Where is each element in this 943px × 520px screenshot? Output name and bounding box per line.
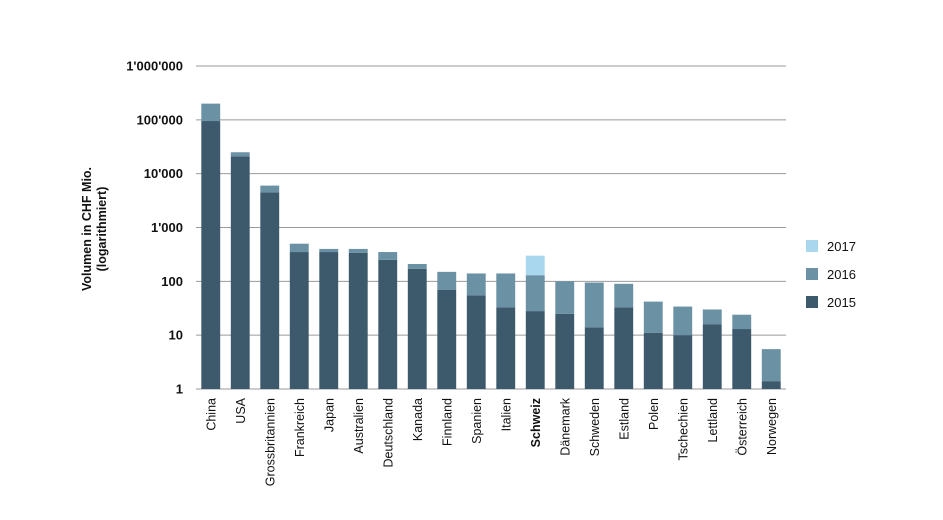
bar-2015 — [732, 329, 752, 389]
y-tick-label: 100'000 — [137, 112, 183, 127]
legend-swatch-2015 — [806, 296, 818, 308]
x-tick-label: USA — [234, 397, 248, 423]
bar-2015 — [201, 121, 221, 390]
bar-2016 — [702, 309, 722, 325]
x-tick-label: Dänemark — [558, 397, 572, 455]
bar-2015 — [614, 307, 634, 389]
x-tick-label: Spanien — [470, 398, 484, 444]
legend: 2017 2016 2015 — [806, 239, 856, 310]
y-axis-label-line-1: Volumen in CHF Mio. — [80, 167, 94, 291]
bar-2015 — [702, 324, 722, 389]
x-tick-label: Frankreich — [293, 398, 307, 457]
bar-2015 — [584, 327, 604, 389]
bar-2015 — [289, 252, 309, 389]
y-tick-label: 1'000 — [151, 220, 183, 235]
bar-2016 — [201, 103, 221, 122]
x-tick-label: China — [204, 398, 218, 431]
bar-2015 — [230, 156, 250, 389]
bar-2016 — [673, 306, 693, 336]
x-tick-label: Polen — [647, 398, 661, 430]
x-tick-label: Tschechien — [676, 398, 690, 461]
bar-2015 — [260, 192, 280, 389]
bar-2016 — [496, 273, 516, 308]
bar-2016 — [761, 349, 781, 382]
bar-2016 — [289, 243, 309, 253]
bar-2016 — [378, 252, 398, 260]
x-tick-label: Lettland — [706, 398, 720, 443]
y-axis-label: Volumen in CHF Mio. (logarithmiert) — [80, 167, 109, 291]
x-tick-label: Österreich — [735, 398, 749, 456]
bar-2015 — [555, 313, 575, 389]
bar-2016 — [230, 152, 250, 157]
x-tick-label: Finnland — [440, 398, 454, 446]
bar-2016 — [466, 273, 486, 296]
bar-2015 — [643, 332, 663, 389]
bar-2015 — [437, 289, 457, 389]
bar-2015 — [525, 311, 545, 389]
bars — [201, 103, 781, 390]
x-tick-label: Norwegen — [765, 398, 779, 455]
legend-swatch-2016 — [806, 268, 818, 280]
bar-2016 — [319, 248, 339, 253]
bar-2016 — [525, 275, 545, 312]
x-tick-label: Schweden — [588, 398, 602, 456]
bar-2015 — [761, 381, 781, 389]
bar-2017 — [525, 255, 545, 276]
bar-2016 — [437, 271, 457, 290]
bar-2015 — [319, 252, 339, 389]
bar-2016 — [348, 248, 368, 253]
y-tick-label: 1 — [176, 382, 183, 397]
x-tick-label: Estland — [617, 398, 631, 440]
bar-2015 — [407, 268, 427, 389]
legend-label: 2016 — [827, 267, 856, 282]
legend-label: 2015 — [827, 295, 856, 310]
bar-2016 — [555, 281, 575, 314]
bar-2015 — [496, 307, 516, 389]
y-axis-label-line-2: (logarithmiert) — [95, 187, 109, 272]
gridlines — [196, 65, 786, 390]
bar-2015 — [673, 335, 693, 389]
x-tick-label: Australien — [352, 398, 366, 454]
bar-2016 — [407, 263, 427, 269]
y-tick-labels: 1 10 100 1'000 10'000 100'000 1'000'000 — [126, 59, 183, 397]
x-tick-label: Japan — [322, 398, 336, 432]
legend-label: 2017 — [827, 239, 856, 254]
bar-2015 — [466, 295, 486, 389]
bar-2016 — [584, 282, 604, 328]
legend-swatch-2017 — [806, 240, 818, 252]
x-tick-label: Italien — [499, 398, 513, 431]
x-tick-label: Deutschland — [381, 398, 395, 468]
x-tick-label: Schweiz — [529, 398, 543, 447]
x-tick-labels: China USA Grossbritannien Frankreich Japan Au… — [204, 397, 779, 486]
x-tick-label: Kanada — [411, 398, 425, 441]
bar-2015 — [348, 252, 368, 389]
bar-2015 — [378, 259, 398, 389]
bar-2016 — [614, 283, 634, 308]
x-tick-label: Grossbritannien — [263, 398, 277, 486]
bar-2016 — [643, 301, 663, 333]
y-tick-label: 100 — [161, 274, 183, 289]
bar-2016 — [260, 185, 280, 193]
y-tick-label: 10 — [169, 328, 183, 343]
y-tick-label: 10'000 — [144, 166, 183, 181]
y-tick-label: 1'000'000 — [126, 59, 183, 74]
bar-2016 — [732, 314, 752, 330]
